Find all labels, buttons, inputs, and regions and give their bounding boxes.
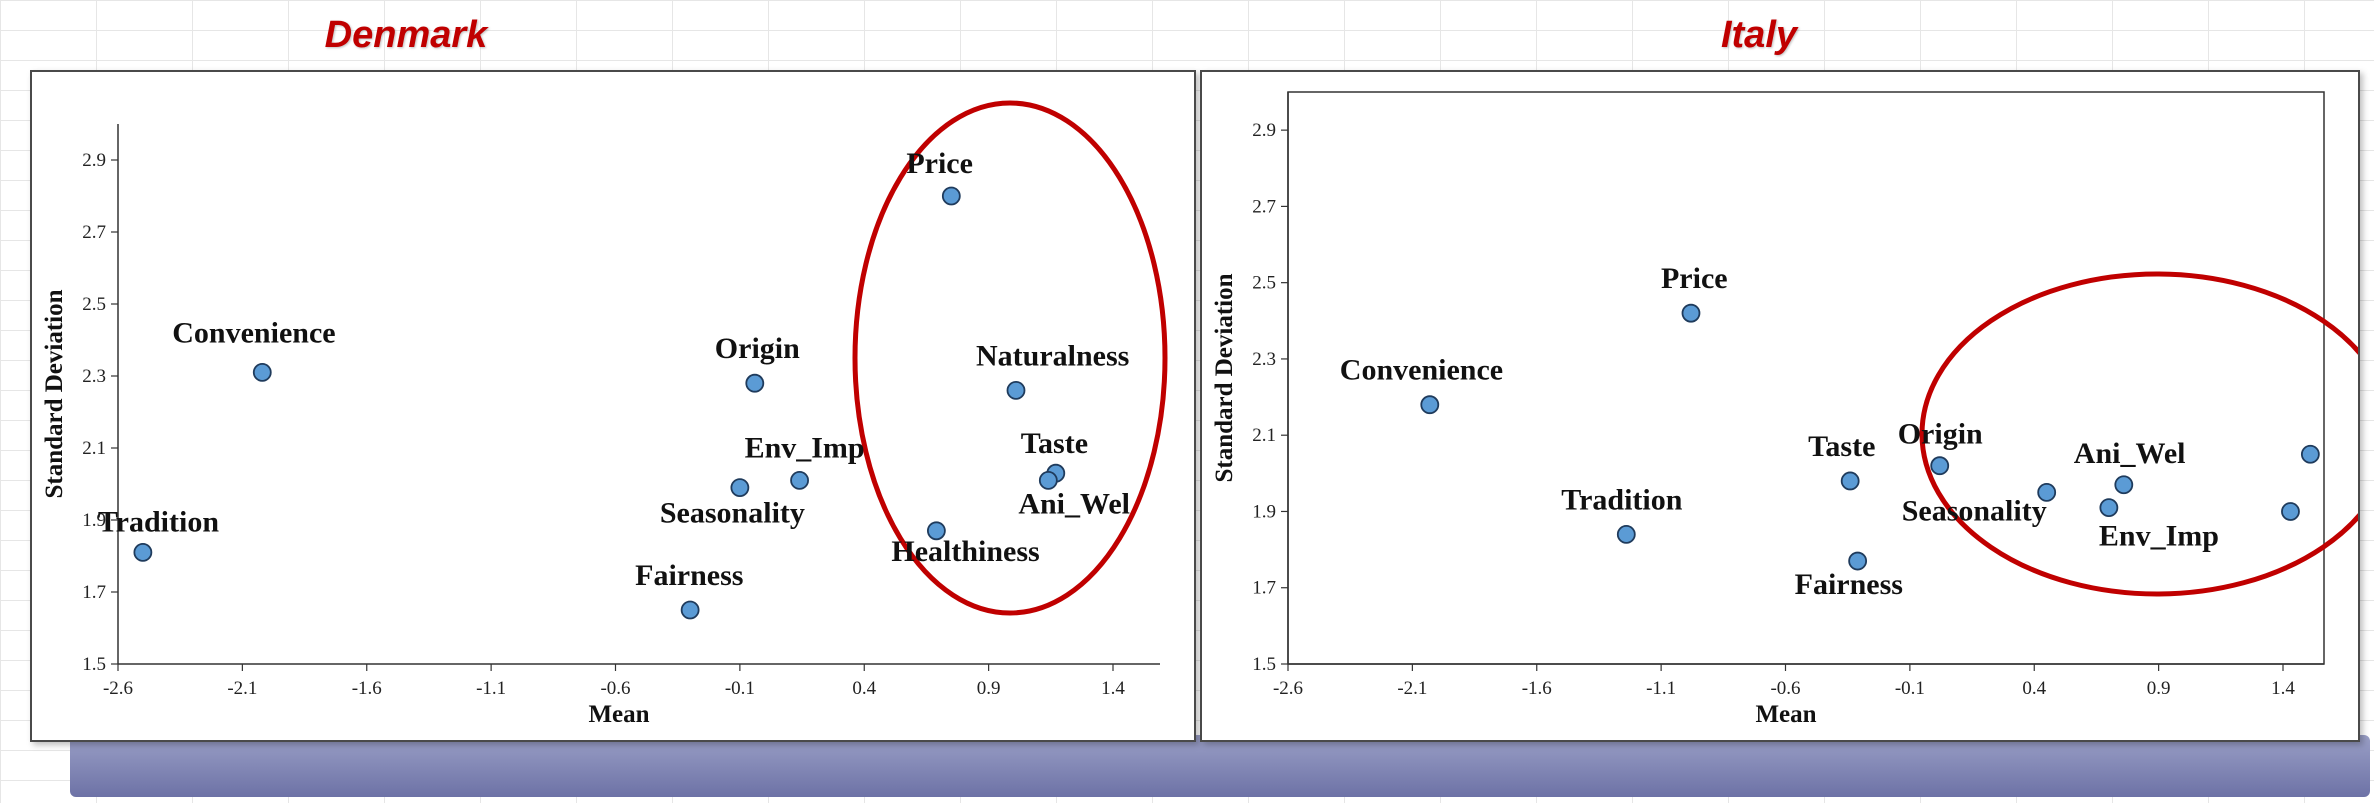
point-label: Env_Imp bbox=[745, 431, 865, 464]
y-tick-label: 2.3 bbox=[1252, 349, 1276, 370]
point-label: Naturalness bbox=[976, 339, 1129, 372]
point-label: Origin bbox=[1898, 418, 1983, 451]
x-tick-label: -1.1 bbox=[476, 678, 506, 699]
y-tick-label: 1.5 bbox=[82, 654, 106, 675]
y-tick-label: 2.5 bbox=[1252, 273, 1276, 294]
y-tick-label: 2.3 bbox=[82, 366, 106, 387]
point-label: Price bbox=[1661, 262, 1728, 295]
point-label: Fairness bbox=[635, 559, 743, 592]
x-tick-label: -0.1 bbox=[1895, 678, 1925, 699]
data-point bbox=[680, 600, 700, 620]
data-point bbox=[1616, 524, 1636, 544]
data-point bbox=[2300, 444, 2320, 464]
point-label: Taste bbox=[1021, 427, 1088, 460]
y-tick-label: 1.5 bbox=[1252, 654, 1276, 675]
y-tick-label: 1.9 bbox=[1252, 501, 1276, 522]
data-point bbox=[1006, 380, 1026, 400]
highlight-ellipse bbox=[1919, 271, 2358, 597]
x-tick-label: -2.1 bbox=[1397, 678, 1427, 699]
point-label: Env_Imp bbox=[2099, 520, 2219, 553]
slide-shadow-bar bbox=[70, 735, 2370, 797]
x-tick-label: -2.6 bbox=[1273, 678, 1303, 699]
data-point bbox=[252, 362, 272, 382]
x-axis-title: Mean bbox=[588, 701, 649, 728]
x-tick-label: -2.6 bbox=[103, 678, 133, 699]
x-tick-label: 0.4 bbox=[852, 678, 876, 699]
y-tick-label: 2.7 bbox=[1252, 196, 1276, 217]
data-point bbox=[1848, 551, 1868, 571]
data-point bbox=[1681, 303, 1701, 323]
y-tick-label: 2.7 bbox=[82, 222, 106, 243]
point-label: Ani_Wel bbox=[2074, 437, 2186, 470]
y-tick-label: 1.7 bbox=[82, 582, 106, 603]
y-axis-title: Standard Deviation bbox=[41, 289, 68, 498]
x-tick-label: 0.4 bbox=[2022, 678, 2046, 699]
chart-title-denmark: Denmark bbox=[324, 14, 488, 56]
data-point bbox=[1930, 456, 1950, 476]
y-tick-label: 2.9 bbox=[82, 150, 106, 171]
x-tick-label: 1.4 bbox=[1101, 678, 1125, 699]
data-point bbox=[730, 478, 750, 498]
chart-panel-italy: -2.6 -2.1 -1.6 -1.1 -0.6 -0.1 0.4 0.9 1.4 1.5 1.7 1… bbox=[1200, 70, 2360, 742]
data-point bbox=[1420, 395, 1440, 415]
x-tick-label: 0.9 bbox=[2147, 678, 2171, 699]
y-tick-label: 2.5 bbox=[82, 294, 106, 315]
point-label: Seasonality bbox=[660, 497, 805, 530]
point-label: Tradition bbox=[1561, 483, 1682, 516]
data-point bbox=[1038, 470, 1058, 490]
x-tick-label: -1.6 bbox=[352, 678, 382, 699]
point-label: Convenience bbox=[172, 316, 335, 349]
data-point bbox=[926, 521, 946, 541]
data-point bbox=[941, 186, 961, 206]
data-point bbox=[1840, 471, 1860, 491]
x-tick-label: -2.1 bbox=[227, 678, 257, 699]
point-label: Fairness bbox=[1795, 568, 1903, 601]
point-label: Taste bbox=[1808, 430, 1875, 463]
point-label: Convenience bbox=[1340, 354, 1503, 387]
point-label: Healthiness bbox=[891, 535, 1039, 568]
point-label: Seasonality bbox=[1902, 494, 2047, 527]
x-tick-label: -0.6 bbox=[600, 678, 630, 699]
data-point bbox=[2037, 482, 2057, 502]
x-tick-label: -0.1 bbox=[725, 678, 755, 699]
highlight-ellipse bbox=[852, 100, 1168, 616]
point-label: Tradition bbox=[98, 505, 219, 538]
data-point bbox=[133, 542, 153, 562]
data-point bbox=[790, 470, 809, 490]
data-point bbox=[2281, 502, 2300, 521]
x-tick-label: -1.1 bbox=[1646, 678, 1676, 699]
y-tick-label: 1.9 bbox=[82, 510, 106, 531]
y-tick-label: 1.7 bbox=[1252, 578, 1276, 599]
x-tick-label: 1.4 bbox=[2271, 678, 2295, 699]
x-tick-label: -0.6 bbox=[1770, 678, 1800, 699]
y-tick-label: 2.9 bbox=[1252, 120, 1276, 141]
scatter-plot-denmark: -2.6 -2.1 -1.6 -1.1 -0.6 -0.1 0.4 0.9 1.4 1.5 1.7 1… bbox=[41, 100, 1168, 728]
data-point bbox=[2114, 475, 2134, 495]
data-point bbox=[745, 373, 765, 393]
point-label: Ani_Wel bbox=[1018, 487, 1130, 520]
y-axis-title: Standard Deviation bbox=[1211, 273, 1238, 482]
data-point bbox=[2099, 498, 2119, 518]
scatter-plot-italy: -2.6 -2.1 -1.6 -1.1 -0.6 -0.1 0.4 0.9 1.4 1.5 1.7 1… bbox=[1211, 91, 2358, 728]
y-tick-label: 2.1 bbox=[82, 438, 106, 459]
point-label: Price bbox=[906, 147, 973, 180]
chart-title-italy: Italy bbox=[1720, 14, 1798, 56]
y-tick-label: 2.1 bbox=[1252, 425, 1276, 446]
x-axis-title: Mean bbox=[1755, 701, 1816, 728]
x-tick-label: 0.9 bbox=[977, 678, 1001, 699]
point-label: Origin bbox=[715, 332, 800, 365]
plot-frame bbox=[1287, 91, 2325, 665]
chart-panel-denmark: -2.6 -2.1 -1.6 -1.1 -0.6 -0.1 0.4 0.9 1.4 1.5 1.7 1… bbox=[30, 70, 1196, 742]
x-tick-label: -1.6 bbox=[1522, 678, 1552, 699]
